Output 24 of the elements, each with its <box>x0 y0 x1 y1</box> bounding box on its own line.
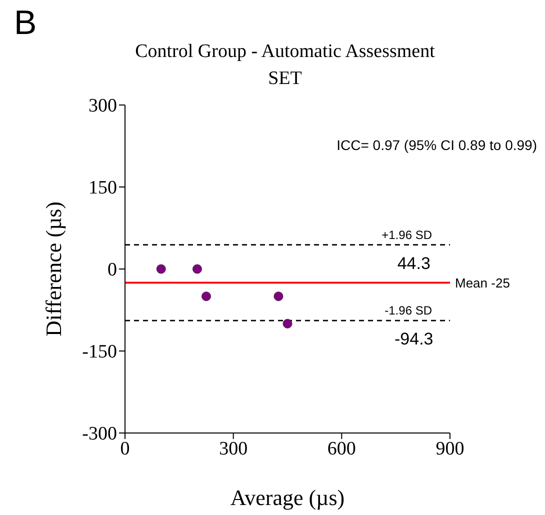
y-axis-title: Difference (µs) <box>40 201 66 337</box>
x-tick-label: 900 <box>436 438 464 460</box>
y-tick-label: 0 <box>108 260 117 281</box>
chart-title: Control Group - Automatic Assessment SET <box>134 40 436 91</box>
text: B <box>14 4 37 43</box>
y-tick-label: -150 <box>82 342 117 363</box>
x-tick-label: 0 <box>120 438 130 460</box>
point <box>201 292 212 302</box>
point <box>282 318 292 328</box>
ref-line-label: +1.96 SD <box>382 228 432 242</box>
x-tick-label: 600 <box>327 438 356 460</box>
ref-line-label: -1.96 SD <box>384 304 432 318</box>
ref-line-label: Mean -25 <box>455 276 510 291</box>
x-tick-label: 300 <box>219 438 248 460</box>
point <box>274 292 284 302</box>
point <box>156 264 166 274</box>
annotation: ICC= 0.97 (95% CI 0.89 to 0.99) <box>336 137 537 153</box>
y-tick-label: 150 <box>88 178 117 199</box>
annotation: -94.3 <box>394 330 434 349</box>
x-axis-title: Average (µs) <box>230 485 345 510</box>
y-tick-label: -300 <box>82 424 117 445</box>
point <box>192 264 202 274</box>
y-tick-label: 300 <box>88 96 117 117</box>
annotation: 44.3 <box>397 254 430 273</box>
